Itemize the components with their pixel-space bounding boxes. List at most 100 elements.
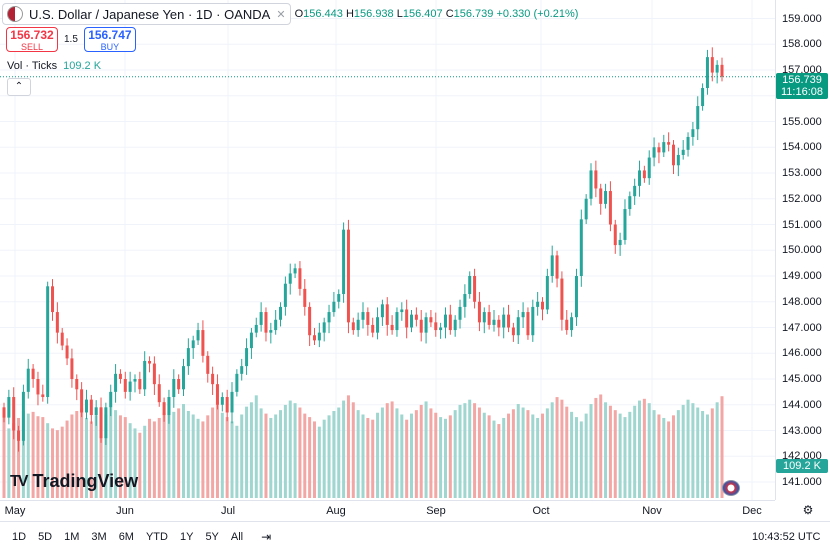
candle-body [390,324,394,331]
candle-body [482,312,486,323]
settings-gear-icon[interactable]: ⚙ [802,503,814,517]
volume-bar [565,406,569,498]
candle-body [623,209,627,240]
price-axis[interactable]: 159.000158.000157.000156.000155.000154.0… [775,0,830,500]
chart-canvas[interactable] [0,0,775,500]
volume-bar [526,410,530,498]
last-price-tag: 156.739 11:16:08 [776,73,828,99]
price-tick-label: 150.000 [782,244,822,257]
volume-bar [293,403,297,498]
volume-bar [633,405,637,498]
candle-body [21,391,25,441]
time-axis[interactable]: May Jun Jul Aug Sep Oct Nov Dec [0,500,775,521]
range-button-6m[interactable]: 6M [118,530,134,543]
volume-bar [41,417,45,498]
volume-bar [337,407,341,498]
candle-body [633,185,637,197]
volume-bars [2,394,724,498]
volume-bar [473,403,477,498]
candle-body [516,317,520,336]
candle-body [604,191,608,204]
volume-bar [356,410,360,498]
volume-bar [604,402,608,498]
price-tick-label: 159.000 [782,12,822,25]
range-button-5d[interactable]: 5D [38,530,53,543]
candle-body [312,335,316,341]
candle-body [157,384,161,403]
volume-bar [410,413,414,498]
volume-bar [448,415,452,498]
volume-bar [468,399,472,498]
range-button-1y[interactable]: 1Y [179,530,194,543]
goto-date-icon[interactable]: ⇥ [261,529,272,544]
volume-bar [594,397,598,498]
volume-bar [642,398,646,498]
volume-bar [638,400,642,498]
close-icon[interactable]: ✕ [276,8,286,21]
volume-bar [579,421,583,498]
candle-body [405,309,409,328]
candle-body [220,397,224,405]
ohlc-change: +0.330 (+0.21%) [496,8,579,20]
volume-bar [70,414,74,498]
economic-event-icon[interactable] [722,480,740,496]
candle-body [152,363,156,385]
volume-bar [94,415,98,498]
volume-bar [628,411,632,498]
range-button-all[interactable]: All [230,530,244,543]
volume-bar [681,404,685,498]
volume-bar [191,414,195,498]
volume-bar [148,418,152,498]
volume-bar [647,403,651,498]
buy-button[interactable]: 156.747 BUY [83,27,136,52]
volume-bar [507,413,511,498]
candle-body [667,142,671,145]
volume-bar [177,408,181,498]
candle-body [560,278,564,320]
volume-bar [60,426,64,498]
volume-bar [31,411,35,498]
candle-body [574,276,578,318]
range-button-1m[interactable]: 1M [64,530,80,543]
candle-body [536,301,540,307]
candle-body [715,64,719,73]
range-button-ytd[interactable]: YTD [145,530,168,543]
volume-bar [133,428,137,498]
utc-clock[interactable]: 10:43:52 UTC [752,531,821,543]
candle-body [395,312,399,331]
volume-bar [181,404,186,498]
volume-bar [240,414,244,498]
symbol-box[interactable]: U.S. Dollar / Japanese Yen · 1D · OANDA … [2,3,291,25]
buy-label: BUY [100,42,120,52]
range-button-1d[interactable]: 1D [12,530,27,543]
volume-bar [589,404,593,498]
volume-legend[interactable]: Vol · Ticks 109.2 K [7,60,101,72]
candle-body [70,358,74,379]
candle-body [211,373,215,385]
price-tick-label: 152.000 [782,192,822,205]
collapse-chevron-icon[interactable]: ⌃ [7,78,31,96]
trade-panel: 156.732 SELL 1.5 156.747 BUY [6,27,136,52]
range-button-5y[interactable]: 5Y [205,530,219,543]
candle-body [696,106,700,130]
volume-bar [65,420,69,498]
candle-body [17,430,21,441]
range-button-3m[interactable]: 3M [91,530,107,543]
volume-bar [434,412,438,498]
price-chart[interactable] [0,0,775,500]
candle-body [468,276,472,295]
volume-bar [376,412,380,498]
volume-bar [662,417,666,498]
volume-bar [235,425,239,498]
volume-bar [618,413,622,498]
candle-body [487,312,491,325]
volume-bar [225,417,229,498]
tradingview-logo[interactable]: TV TradingView [10,471,138,492]
sell-button[interactable]: 156.732 SELL [6,27,58,52]
volume-bar [206,415,210,498]
volume-bar [259,408,263,498]
candle-body [143,360,147,390]
candle-body [414,314,418,320]
candle-body [317,332,321,341]
volume-bar [254,395,258,498]
